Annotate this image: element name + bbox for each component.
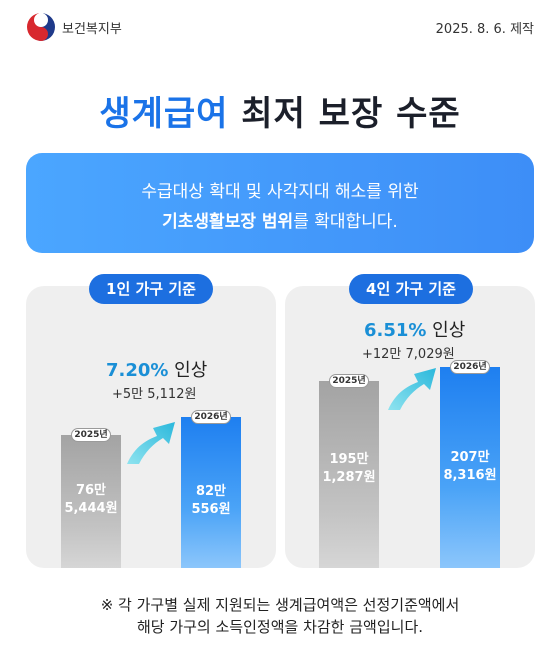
footnote-line-1: ※ 각 가구별 실제 지원되는 생계급여액은 선정기준액에서	[100, 596, 460, 614]
banner-bold-text: 기초생활보장 범위	[162, 212, 294, 232]
bar-2025-value-2: 1,287원	[322, 470, 376, 485]
bar-2026-value-2: 8,316원	[443, 468, 497, 483]
increase-arrow-icon	[127, 422, 175, 464]
bar-2025: 76만 5,444원	[61, 435, 121, 568]
card-label-single: 1인 가구 기준	[89, 274, 213, 304]
footnote: ※ 각 가구별 실제 지원되는 생계급여액은 선정기준액에서 해당 가구의 소득…	[0, 594, 560, 638]
bar-2026: 82만 556원	[181, 417, 241, 568]
bar-2026-value-1: 207만	[450, 450, 490, 465]
year-tag-2025: 2025년	[71, 428, 111, 442]
bar-2026-value-1: 82만	[195, 484, 227, 499]
banner-line-2: 기초생활보장 범위를 확대합니다.	[26, 207, 534, 232]
footnote-line-2: 해당 가구의 소득인정액을 차감한 금액입니다.	[136, 618, 424, 636]
organization-name: 보건복지부	[62, 22, 122, 37]
increase-amount: +12만 7,029원	[362, 347, 455, 362]
increase-arrow-icon	[388, 368, 436, 410]
title-rest: 최저 보장 수준	[228, 94, 461, 134]
bar-2025-value-2: 5,444원	[64, 501, 118, 516]
header: 보건복지부 2025. 8. 6. 제작	[0, 0, 560, 56]
card-label-four: 4인 가구 기준	[349, 274, 473, 304]
bar-2026-value-2: 556원	[191, 502, 231, 517]
rate-percent: 6.51%	[364, 320, 427, 341]
rate-suffix: 인상	[426, 320, 466, 341]
increase-amount: +5만 5,112원	[112, 387, 197, 402]
bar-2025-value-1: 195만	[329, 452, 369, 467]
card-single-household: 7.20% 인상 +5만 5,112원 76만 5,444원 2025년 82만…	[26, 286, 276, 568]
banner-line-1: 수급대상 확대 및 사각지대 해소를 위한	[141, 182, 419, 202]
increase-rate: 7.20% 인상	[106, 356, 207, 382]
title-highlight: 생계급여	[99, 94, 229, 134]
increase-rate: 6.51% 인상	[364, 316, 465, 342]
card-four-household: 6.51% 인상 +12만 7,029원 195만 1,287원 2025년 2…	[285, 286, 535, 568]
page-title: 생계급여 최저 보장 수준	[0, 86, 560, 135]
bar-2025-value-1: 76만	[75, 483, 107, 498]
bar-2025: 195만 1,287원	[319, 381, 379, 568]
year-tag-2026: 2026년	[191, 410, 231, 424]
year-tag-2026: 2026년	[450, 360, 490, 374]
info-banner: 수급대상 확대 및 사각지대 해소를 위한 기초생활보장 범위를 확대합니다.	[26, 153, 534, 253]
creation-date: 2025. 8. 6. 제작	[435, 22, 534, 37]
bar-2026: 207만 8,316원	[440, 367, 500, 568]
government-emblem-icon	[27, 13, 55, 41]
year-tag-2025: 2025년	[329, 374, 369, 388]
banner-rest-text: 를 확대합니다.	[293, 212, 398, 232]
rate-suffix: 인상	[168, 360, 208, 381]
rate-percent: 7.20%	[106, 360, 169, 381]
